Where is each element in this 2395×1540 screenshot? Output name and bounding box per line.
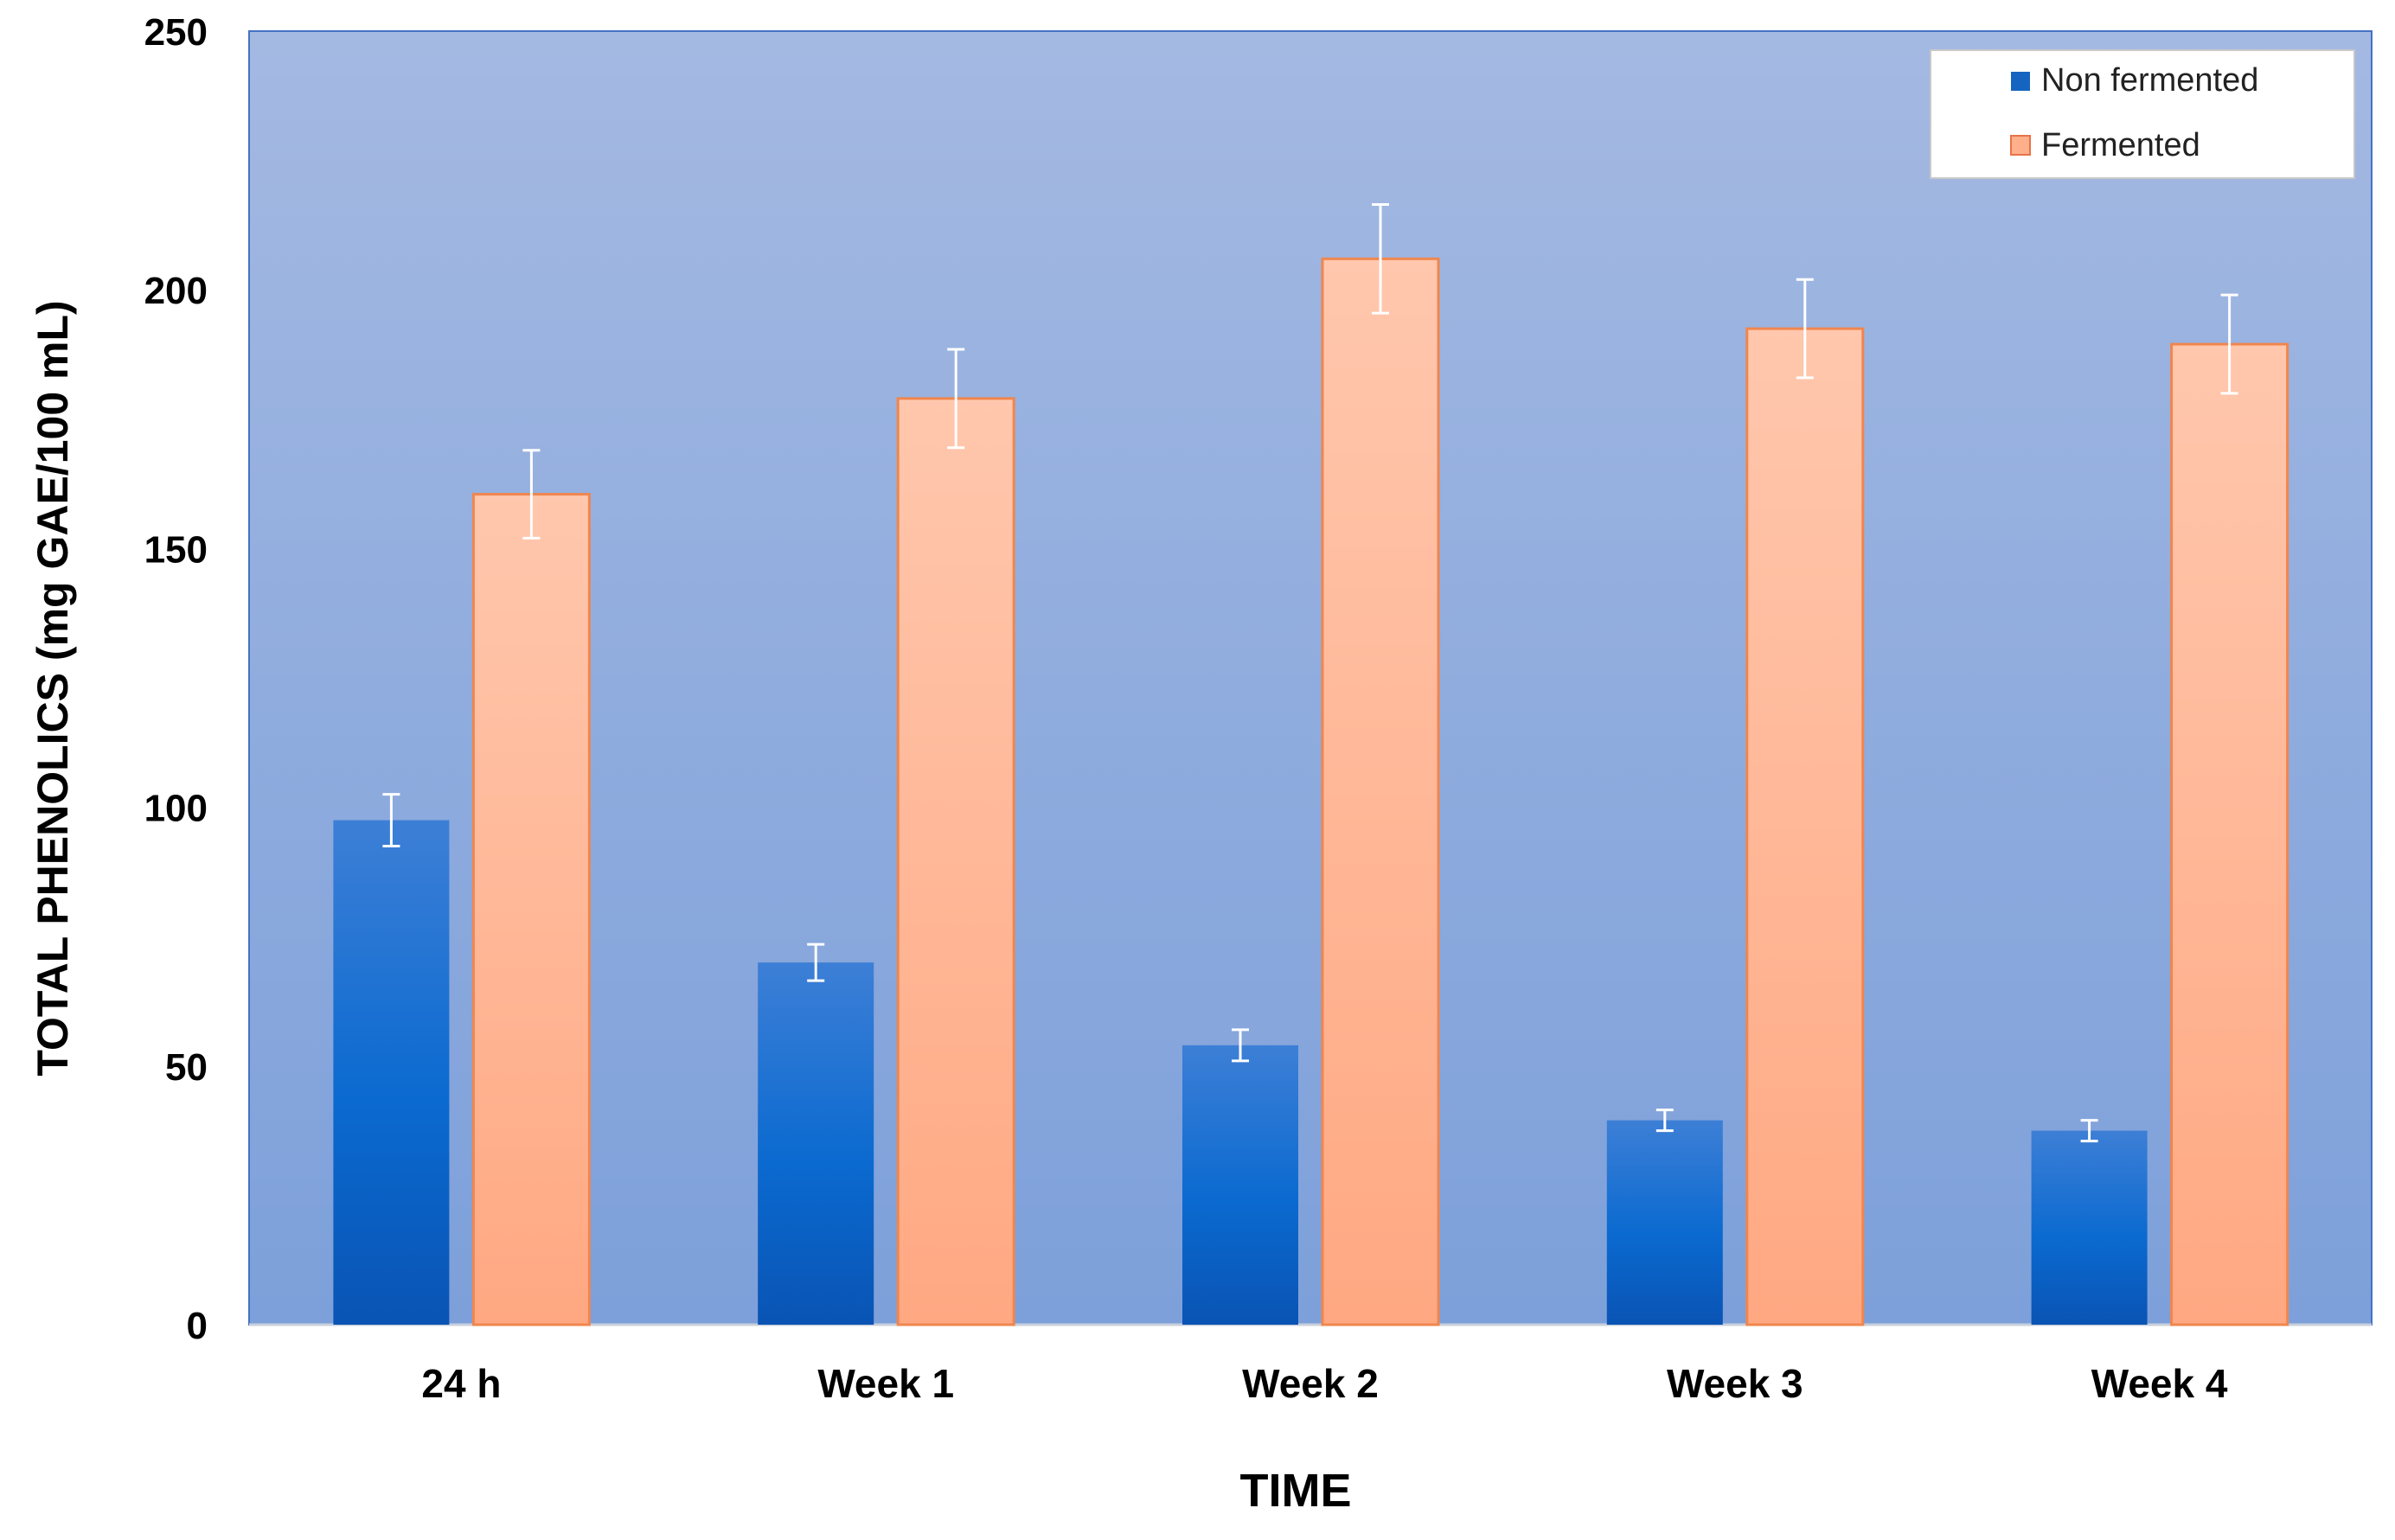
- error-bar-non-fermented: [2080, 1119, 2098, 1143]
- bar-non-fermented: [333, 820, 450, 1325]
- error-bar-fermented: [1796, 278, 1814, 380]
- bar-non-fermented: [1182, 1045, 1298, 1325]
- legend-label-fermented: Fermented: [2041, 127, 2200, 163]
- error-bar-fermented: [947, 348, 965, 450]
- bar-non-fermented: [1606, 1120, 1723, 1325]
- error-bar-fermented: [2220, 293, 2238, 395]
- bar-non-fermented: [758, 962, 874, 1325]
- plot-area: [248, 30, 2373, 1326]
- y-tick-label: 250: [144, 11, 208, 54]
- bar-fermented: [2170, 342, 2289, 1326]
- legend: Non fermented Fermented: [1930, 49, 2355, 179]
- bar-fermented: [471, 493, 591, 1326]
- y-axis-label: TOTAL PHENOLICS (mg GAE/100 mL): [29, 300, 77, 1076]
- y-tick-label: 200: [144, 270, 208, 312]
- x-tick-label: Week 3: [1667, 1361, 1803, 1406]
- error-bar-non-fermented: [1655, 1109, 1674, 1133]
- x-tick-label: Week 2: [1242, 1361, 1379, 1406]
- x-axis-label: TIME: [1240, 1465, 1352, 1517]
- y-tick-label: 50: [165, 1046, 208, 1089]
- x-tick-label: 24 h: [421, 1361, 501, 1406]
- x-tick-label: Week 4: [2091, 1361, 2228, 1406]
- x-tick-label: Week 1: [817, 1361, 954, 1406]
- error-bar-fermented: [1372, 202, 1389, 315]
- y-axis-ticks: 0 50 100 150 200 250: [144, 11, 208, 1347]
- error-bars: [382, 202, 2238, 1143]
- legend-box: [1930, 49, 2355, 179]
- legend-swatch-fermented: [2010, 135, 2031, 156]
- bar-non-fermented: [2031, 1130, 2148, 1325]
- bars: [333, 257, 2289, 1326]
- error-bar-non-fermented: [807, 943, 825, 982]
- y-tick-label: 100: [144, 788, 208, 830]
- y-tick-label: 0: [187, 1305, 208, 1347]
- error-bar-non-fermented: [382, 793, 400, 847]
- bar-fermented: [1321, 257, 1440, 1326]
- y-tick-label: 150: [144, 528, 208, 571]
- error-bar-fermented: [522, 449, 541, 540]
- legend-label-non-fermented: Non fermented: [2041, 62, 2258, 99]
- bar-fermented: [1745, 327, 1865, 1326]
- legend-swatch-non-fermented: [2011, 72, 2030, 91]
- error-bar-non-fermented: [1232, 1028, 1249, 1063]
- bar-fermented: [896, 397, 1015, 1326]
- x-axis-ticks: 24 h Week 1 Week 2 Week 3 Week 4: [421, 1361, 2227, 1406]
